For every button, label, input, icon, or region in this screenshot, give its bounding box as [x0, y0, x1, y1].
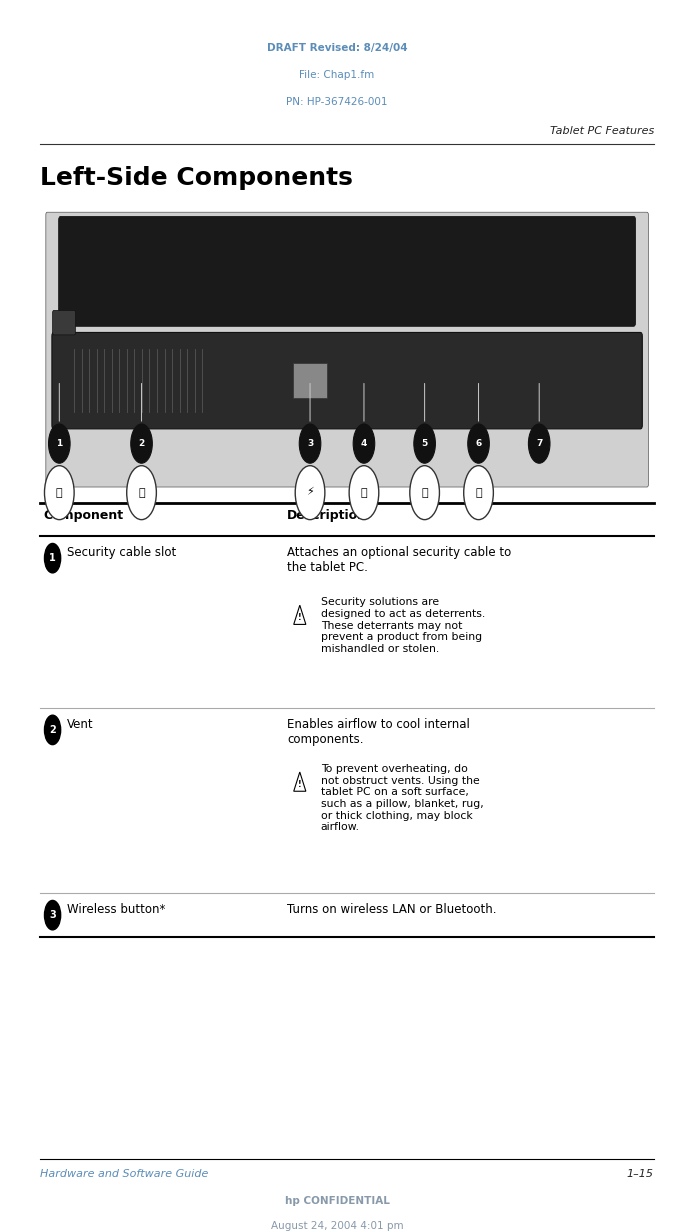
Text: ⚡: ⚡ — [306, 488, 314, 498]
Circle shape — [127, 466, 156, 520]
Text: File: Chap1.fm: File: Chap1.fm — [299, 70, 375, 80]
Text: Attaches an optional security cable to
the tablet PC.: Attaches an optional security cable to t… — [287, 546, 512, 574]
Circle shape — [468, 424, 489, 463]
Circle shape — [349, 466, 379, 520]
Circle shape — [49, 424, 70, 463]
Text: !: ! — [298, 614, 301, 622]
Polygon shape — [294, 605, 306, 625]
Text: 2: 2 — [138, 439, 145, 448]
Circle shape — [414, 424, 435, 463]
Circle shape — [44, 543, 61, 573]
Text: 3: 3 — [49, 910, 56, 920]
Text: Wireless button*: Wireless button* — [67, 903, 166, 915]
Text: !: ! — [298, 780, 301, 790]
Text: 1: 1 — [56, 439, 63, 448]
Text: DRAFT Revised: 8/24/04: DRAFT Revised: 8/24/04 — [267, 43, 407, 53]
Circle shape — [299, 424, 321, 463]
Text: 4: 4 — [361, 439, 367, 448]
Circle shape — [353, 424, 375, 463]
Text: Description: Description — [287, 509, 367, 522]
Text: 🔐: 🔐 — [56, 488, 63, 498]
Text: Hardware and Software Guide: Hardware and Software Guide — [40, 1169, 209, 1179]
Text: To prevent overheating, do
not obstruct vents. Using the
tablet PC on a soft sur: To prevent overheating, do not obstruct … — [321, 764, 483, 833]
Text: 7: 7 — [536, 439, 543, 448]
Text: Tablet PC Features: Tablet PC Features — [549, 127, 654, 137]
FancyBboxPatch shape — [293, 363, 327, 398]
Text: 6: 6 — [475, 439, 482, 448]
Circle shape — [410, 466, 439, 520]
Text: 💻: 💻 — [361, 488, 367, 498]
Text: August 24, 2004 4:01 pm: August 24, 2004 4:01 pm — [271, 1221, 403, 1231]
Circle shape — [528, 424, 550, 463]
Text: Enables airflow to cool internal
components.: Enables airflow to cool internal compone… — [287, 718, 470, 745]
Circle shape — [44, 466, 74, 520]
Circle shape — [44, 901, 61, 930]
Text: hp CONFIDENTIAL: hp CONFIDENTIAL — [284, 1196, 390, 1206]
Text: 3: 3 — [307, 439, 313, 448]
Text: 5: 5 — [421, 439, 428, 448]
Text: ⏻: ⏻ — [421, 488, 428, 498]
Text: 1: 1 — [49, 553, 56, 563]
FancyBboxPatch shape — [52, 333, 642, 429]
FancyBboxPatch shape — [59, 217, 636, 326]
Text: 2: 2 — [49, 724, 56, 736]
Circle shape — [295, 466, 325, 520]
Polygon shape — [294, 772, 306, 791]
Text: Left-Side Components: Left-Side Components — [40, 165, 353, 190]
Circle shape — [131, 424, 152, 463]
Text: PN: HP-367426-001: PN: HP-367426-001 — [286, 97, 388, 107]
Text: Turns on wireless LAN or Bluetooth.: Turns on wireless LAN or Bluetooth. — [287, 903, 497, 915]
Text: Component: Component — [44, 509, 124, 522]
Text: 📡: 📡 — [138, 488, 145, 498]
Text: Security solutions are
designed to act as deterrents.
These deterrants may not
p: Security solutions are designed to act a… — [321, 598, 485, 654]
FancyBboxPatch shape — [53, 310, 75, 335]
Text: 🌙: 🌙 — [475, 488, 482, 498]
Text: Vent: Vent — [67, 718, 94, 731]
FancyBboxPatch shape — [46, 212, 648, 487]
Circle shape — [464, 466, 493, 520]
Text: 1–15: 1–15 — [627, 1169, 654, 1179]
Text: Security cable slot: Security cable slot — [67, 546, 177, 559]
Circle shape — [44, 716, 61, 744]
